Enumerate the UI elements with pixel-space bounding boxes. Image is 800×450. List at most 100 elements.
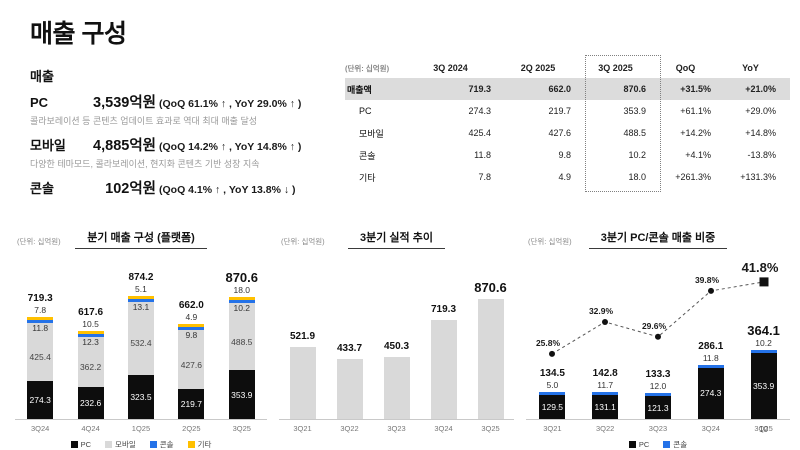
chart-header: (단위: 십억원) 3분기 PC/콘솔 매출 비중	[526, 228, 790, 252]
console-value-label: 12.3	[82, 337, 99, 348]
stacked-bar: 129.5	[539, 391, 566, 419]
legend-item: 기타	[187, 439, 212, 450]
etc-value-label: 5.1	[135, 283, 147, 294]
bar-column: 870.6	[469, 280, 513, 419]
mobile-segment: 12.3 362.2	[77, 337, 104, 388]
x-axis-label: 3Q25	[754, 424, 773, 433]
etc-value-label: 7.8	[34, 304, 47, 315]
bar-total-label: 133.3	[645, 369, 671, 381]
table-header-row: (단위: 십억원) 3Q 2024 2Q 2025 3Q 2025 QoQ YoY	[345, 58, 790, 78]
legend-label: PC	[638, 440, 650, 449]
chart-unit-label: (단위: 십억원)	[528, 237, 572, 246]
stacked-bar: 10.2 488.5 353.9	[228, 297, 255, 419]
etc-segment	[228, 297, 255, 301]
mobile-segment: 13.1 532.4	[127, 301, 154, 375]
bar-value-label: 521.9	[289, 331, 316, 343]
chart-x-axis: 3Q21 3Q22 3Q23 3Q24 3Q25	[279, 424, 514, 433]
chart-title-wrap: 3분기 PC/콘솔 매출 비중	[526, 228, 790, 249]
bar-column: 719.3	[422, 304, 466, 419]
page-title: 매출 구성	[30, 20, 127, 48]
x-axis-label: 3Q24	[434, 424, 453, 433]
table-cell: 870.6	[623, 84, 646, 94]
bar-total-label: 874.2	[128, 271, 154, 283]
etc-segment	[178, 324, 205, 328]
bar-column: 433.7	[328, 343, 372, 419]
bar-total-label: 719.3	[27, 292, 53, 304]
console-value-label: 5.0	[546, 379, 559, 390]
bar-total-label: 364.1	[747, 322, 780, 338]
share-percent-label: 39.8%	[694, 274, 720, 285]
chart-plot-area: 521.9 433.7 450.3 719.3 870.6	[279, 252, 514, 420]
legend-item: 콘솔	[663, 439, 687, 450]
table-cell: 7.8	[478, 172, 491, 182]
table-row: 기타 7.8 4.9 18.0 +261.3% +131.3%	[345, 166, 790, 188]
revenue-item-console: 콘솔 102억원 (QoQ 4.1% ↑ , YoY 13.8% ↓ )	[30, 180, 335, 199]
x-axis-label: 3Q25	[481, 424, 500, 433]
table-column-header: 2Q 2025	[520, 63, 556, 73]
console-segment	[697, 364, 724, 368]
stacked-bar: 274.3	[697, 364, 724, 419]
revenue-summary-panel: 매출 PC 3,539억원 (QoQ 61.1% ↑ , YoY 29.0% ↑ )…	[30, 66, 335, 199]
share-percent-label: 25.8%	[535, 337, 561, 348]
bar	[289, 347, 316, 419]
chart-x-axis: 3Q24 4Q24 1Q25 2Q25 3Q25	[15, 424, 267, 433]
legend-swatch-icon	[105, 441, 113, 448]
bar-value-label: 719.3	[430, 303, 457, 315]
bar	[336, 359, 363, 419]
etc-segment	[77, 331, 104, 335]
stacked-bar: 9.8 427.6 219.7	[178, 324, 205, 419]
legend-item: PC	[628, 439, 650, 450]
share-percent-label: 32.9%	[588, 305, 614, 316]
table-cell: +131.3%	[740, 172, 776, 182]
table-row-label: 콘솔	[359, 150, 376, 161]
mobile-value-label: 532.4	[130, 338, 152, 349]
bar-column: 133.3 12.0 121.3	[636, 369, 680, 419]
share-percent-label: 41.8%	[741, 259, 779, 275]
x-axis-label: 3Q23	[648, 424, 668, 433]
bar-column: 364.1 10.2 353.9	[742, 323, 786, 419]
chart-legend: PC 모바일 콘솔 기타	[15, 439, 267, 450]
table-cell: 274.3	[468, 106, 491, 116]
legend-label: 기타	[197, 440, 212, 449]
stacked-bar: 121.3	[644, 393, 671, 419]
share-percent-label: 29.6%	[641, 320, 667, 331]
bar-column: 521.9	[281, 331, 325, 419]
table-cell: -13.8%	[747, 150, 776, 160]
line-point-marker	[655, 333, 661, 340]
console-value-label: 11.8	[702, 352, 719, 363]
mobile-value-label: 427.6	[180, 359, 202, 370]
legend-swatch-icon	[663, 441, 671, 448]
revenue-heading: 매출	[30, 69, 54, 84]
pc-segment: 121.3	[644, 396, 671, 419]
table-cell: 719.3	[468, 84, 491, 94]
stacked-bar: 13.1 532.4 323.5	[127, 295, 154, 419]
revenue-item-label: PC	[30, 95, 49, 110]
mobile-value-label: 425.4	[29, 352, 51, 363]
console-segment	[592, 391, 619, 395]
bar-column: 617.6 10.5 12.3 362.2 232.6	[69, 307, 113, 419]
charts-row: (단위: 십억원) 분기 매출 구성 (플랫폼) 719.3 7.8 11.8 425.4…	[15, 228, 790, 450]
legend-label: 모바일	[115, 440, 136, 449]
table-cell: 10.2	[628, 150, 646, 160]
x-axis-label: 3Q21	[543, 424, 562, 433]
console-value-label: 10.2	[755, 337, 772, 348]
x-axis-label: 3Q25	[232, 424, 251, 433]
table-row: 모바일 425.4 427.6 488.5 +14.2% +14.8%	[345, 122, 790, 144]
x-axis-label: 1Q25	[131, 424, 151, 433]
bar-total-label: 870.6	[225, 270, 259, 286]
x-axis-label: 4Q24	[81, 424, 100, 433]
pc-segment: 131.1	[592, 394, 619, 419]
pc-segment: 274.3	[27, 381, 54, 419]
table-column-header: 3Q 2025	[598, 63, 633, 73]
stacked-bar: 353.9	[750, 349, 777, 419]
chart-header: (단위: 십억원) 3분기 실적 추이	[279, 228, 514, 252]
stacked-bar: 12.3 362.2 232.6	[77, 331, 104, 419]
mobile-value-label: 488.5	[231, 336, 253, 347]
chart-q3-trend: (단위: 십억원) 3분기 실적 추이 521.9 433.7 450.3 719.3 87…	[279, 228, 514, 450]
bar	[430, 319, 457, 419]
legend-label: 콘솔	[673, 440, 688, 449]
table-row-label: 기타	[359, 172, 376, 183]
legend-swatch-icon	[149, 441, 157, 448]
table-cell: 425.4	[468, 128, 491, 138]
